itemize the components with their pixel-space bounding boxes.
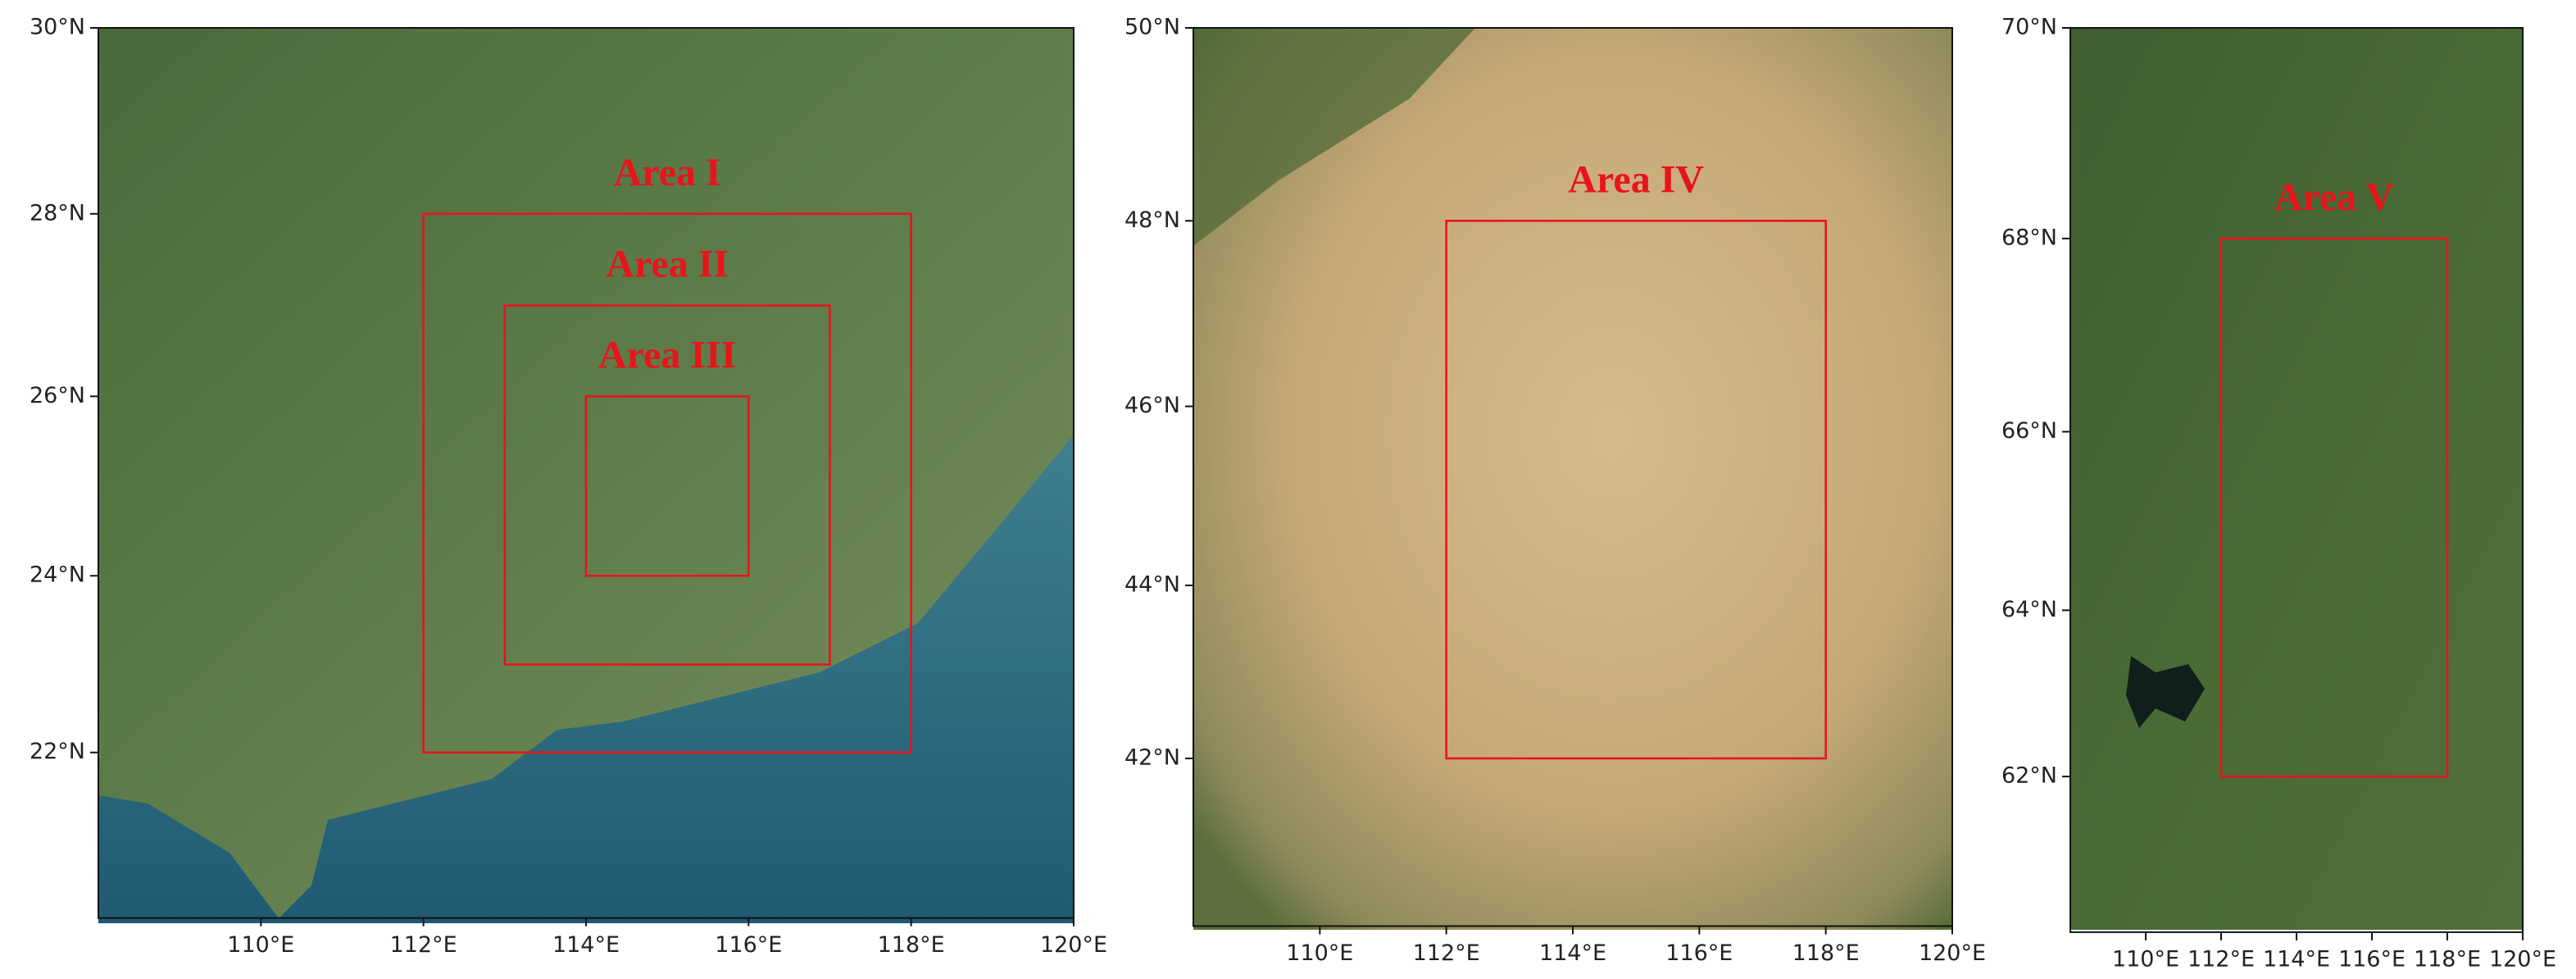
area-label: Area III	[598, 333, 736, 376]
x-tick-label: 120°E	[1919, 940, 1986, 966]
x-tick-label: 110°E	[227, 932, 294, 958]
x-tick-label: 110°E	[2112, 946, 2179, 972]
area-label: Area V	[2274, 175, 2395, 219]
x-tick-label: 116°E	[715, 932, 782, 958]
x-tick-label: 112°E	[2188, 946, 2255, 972]
area-box	[2219, 237, 2449, 778]
area-box	[422, 212, 912, 754]
y-tick-label: 64°N	[2001, 597, 2057, 622]
y-tick-label: 44°N	[1124, 571, 1180, 597]
x-tick-label: 118°E	[878, 932, 945, 958]
y-tick-label: 42°N	[1124, 744, 1180, 770]
x-tick-label: 116°E	[1665, 940, 1733, 966]
area-label: Area IV	[1568, 157, 1704, 201]
y-tick-label: 66°N	[2001, 418, 2057, 444]
area-box	[1445, 219, 1827, 760]
y-tick-label: 62°N	[2001, 763, 2057, 789]
x-tick-label: 120°E	[1040, 932, 1107, 958]
y-tick-label: 30°N	[30, 15, 85, 40]
x-tick-label: 118°E	[1792, 940, 1860, 966]
area-box	[584, 395, 750, 577]
land	[2070, 28, 2523, 930]
y-tick-label: 24°N	[30, 562, 85, 588]
y-tick-label: 48°N	[1124, 207, 1180, 233]
x-tick-label: 112°E	[390, 932, 457, 958]
y-tick-label: 68°N	[2001, 225, 2057, 250]
x-tick-label: 114°E	[2263, 946, 2330, 972]
map-panel-3-background	[2070, 28, 2523, 930]
y-tick-label: 70°N	[2001, 15, 2057, 40]
x-tick-label: 114°E	[1539, 940, 1606, 966]
x-tick-label: 114°E	[552, 932, 620, 958]
y-tick-label: 26°N	[30, 383, 85, 408]
y-tick-label: 46°N	[1124, 393, 1180, 418]
y-tick-label: 50°N	[1124, 15, 1180, 40]
x-tick-label: 112°E	[1413, 940, 1480, 966]
area-label: Area II	[606, 243, 729, 286]
x-tick-label: 118°E	[2414, 946, 2481, 972]
y-tick-label: 22°N	[30, 739, 85, 764]
x-tick-label: 116°E	[2338, 946, 2406, 972]
x-tick-label: 120°E	[2489, 946, 2556, 972]
y-tick-label: 28°N	[30, 200, 85, 225]
area-label: Area I	[614, 151, 721, 194]
forest	[1193, 28, 1475, 246]
area-box	[503, 304, 831, 666]
lake	[2126, 656, 2205, 728]
x-tick-label: 110°E	[1286, 940, 1353, 966]
sea	[98, 435, 1074, 923]
